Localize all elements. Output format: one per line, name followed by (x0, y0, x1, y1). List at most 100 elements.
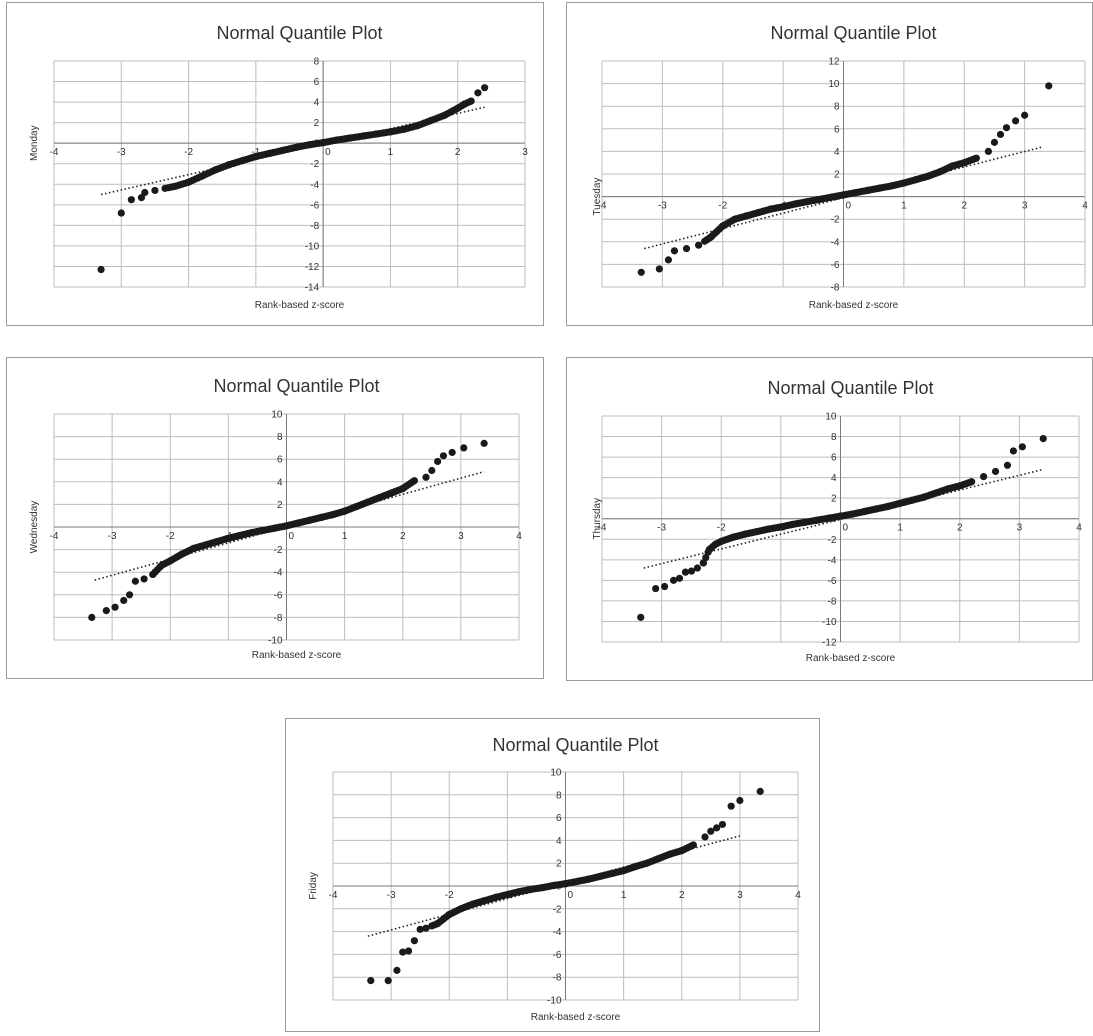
trendline (644, 146, 1043, 250)
chart-panel-tuesday: Normal Quantile Plot-8-6-4-2024681012-4-… (566, 2, 1093, 326)
data-point (416, 925, 424, 933)
data-point (410, 937, 418, 945)
x-axis-label: Rank-based z-score (531, 1012, 621, 1023)
x-tick-label: -2 (718, 201, 727, 212)
x-tick-label: -3 (658, 201, 667, 212)
data-point (736, 796, 744, 805)
x-tick-label: 0 (289, 531, 295, 542)
data-point (701, 833, 709, 841)
y-axis-label: Tuesday (592, 178, 603, 216)
x-tick-label: 2 (679, 890, 685, 901)
chart-svg: Normal Quantile Plot -12 -10 -8 -6 -4 -2 0 2 4 6 8 1… (592, 378, 1082, 664)
y-tick-label: -12 (305, 262, 320, 273)
data-point (980, 473, 988, 481)
x-tick-label: -4 (50, 147, 59, 158)
x-axis-label: Rank-based z-score (252, 650, 342, 661)
x-tick-label: 2 (957, 523, 963, 534)
y-tick-label: 8 (556, 790, 562, 801)
data-point (693, 564, 701, 572)
y-tick-label: 6 (314, 77, 320, 88)
x-tick-label: 1 (342, 531, 348, 542)
y-axis-label: Monday (29, 125, 40, 161)
x-tick-label: -2 (184, 147, 193, 158)
data-point (966, 478, 975, 486)
y-tick-label: 8 (277, 432, 283, 443)
data-point (664, 256, 673, 264)
chart-svg: Normal Quantile Plot-8-6-4-2024681012-4-… (592, 23, 1088, 311)
x-tick-label: 4 (1082, 201, 1088, 212)
y-tick-label: -6 (310, 200, 319, 211)
data-point (422, 924, 430, 932)
data-point (125, 591, 134, 599)
y-axis-label: Thursday (592, 498, 603, 540)
data-points (637, 435, 1047, 621)
y-tick-label: 10 (828, 79, 840, 90)
x-tick-label: 0 (325, 147, 331, 158)
y-tick-label: -6 (831, 260, 840, 271)
x-tick-label: 2 (961, 201, 967, 212)
data-point (1003, 461, 1012, 469)
data-point (151, 186, 159, 195)
data-point (422, 473, 430, 481)
y-tick-label: 10 (550, 768, 562, 779)
data-point (661, 582, 669, 591)
y-tick-label: 2 (556, 859, 562, 870)
data-point (120, 596, 128, 605)
data-point (681, 568, 690, 576)
chart-title: Normal Quantile Plot (213, 376, 379, 396)
data-points (97, 84, 489, 274)
y-tick-label: -8 (828, 596, 837, 607)
y-tick-label: -8 (553, 973, 562, 984)
x-tick-label: -1 (251, 147, 260, 158)
y-tick-label: 10 (271, 410, 283, 421)
chart-panel-monday: Normal Quantile Plot-14-12-10-8-6-4-2024… (6, 2, 544, 326)
data-points (637, 82, 1053, 276)
data-point (1045, 82, 1053, 90)
chart-svg: Normal Quantile Plot -10 -8 -6 -4 -2 0 2 4 6 8 10 -4… (308, 735, 801, 1023)
y-tick-label: -2 (828, 535, 837, 546)
x-tick-label: -3 (108, 531, 117, 542)
y-tick-label: -6 (553, 950, 562, 961)
data-point (655, 265, 663, 273)
y-tick-label: -2 (310, 159, 319, 170)
data-point (637, 613, 645, 621)
y-tick-label: -10 (822, 617, 837, 628)
y-tick-label: 6 (277, 455, 283, 466)
chart-svg: Normal Quantile Plot-14-12-10-8-6-4-2024… (29, 23, 528, 311)
y-tick-label: -10 (268, 636, 283, 647)
data-point (367, 977, 375, 985)
data-point (637, 268, 645, 276)
x-tick-label: 2 (455, 147, 461, 158)
data-point (707, 827, 715, 835)
y-tick-label: 2 (277, 500, 283, 511)
data-point (466, 98, 474, 106)
x-axis-label: Rank-based z-score (255, 300, 345, 311)
y-tick-label: 4 (314, 98, 320, 109)
x-tick-label: 4 (516, 531, 522, 542)
data-point (1018, 443, 1026, 451)
x-tick-label: 0 (843, 523, 849, 534)
x-tick-label: 4 (1076, 523, 1082, 534)
y-tick-label: -4 (553, 927, 562, 938)
data-point (117, 209, 125, 217)
data-point (393, 966, 401, 974)
data-points (367, 787, 764, 985)
chart-title: Normal Quantile Plot (767, 378, 933, 398)
data-point (991, 467, 1000, 476)
chart-title: Normal Quantile Plot (492, 735, 658, 755)
x-tick-label: -4 (50, 531, 59, 542)
data-point (439, 452, 448, 460)
y-tick-label: -6 (828, 576, 837, 587)
x-tick-label: -2 (166, 531, 175, 542)
x-tick-label: 2 (400, 531, 406, 542)
y-tick-label: -2 (831, 215, 840, 226)
data-point (1002, 124, 1011, 132)
y-tick-label: -2 (553, 904, 562, 915)
x-tick-label: 1 (621, 890, 627, 901)
x-tick-label: 3 (1022, 201, 1028, 212)
x-tick-label: -3 (387, 890, 396, 901)
y-axis-label: Wednesday (29, 501, 40, 554)
x-tick-label: -3 (657, 523, 666, 534)
data-point (990, 138, 999, 146)
data-point (1009, 447, 1018, 455)
